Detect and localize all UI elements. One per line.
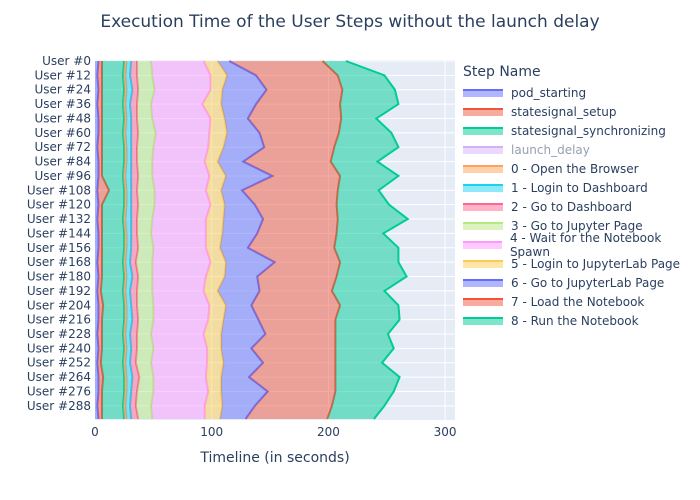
legend-swatch-icon bbox=[463, 183, 503, 192]
y-tick-label: User #12 bbox=[35, 68, 92, 82]
y-tick-label: User #204 bbox=[27, 298, 91, 312]
y-tick-label: User #24 bbox=[35, 83, 92, 97]
legend-swatch-icon bbox=[463, 202, 503, 211]
legend-label: 1 - Login to Dashboard bbox=[511, 180, 648, 195]
legend-label: 6 - Go to JupyterLab Page bbox=[511, 275, 665, 290]
legend-title: Step Name bbox=[463, 64, 541, 80]
legend-swatch-icon bbox=[463, 221, 503, 230]
legend-label: 8 - Run the Notebook bbox=[511, 313, 639, 328]
legend-label: 7 - Load the Notebook bbox=[511, 294, 645, 309]
y-tick-label: User #252 bbox=[27, 356, 91, 370]
legend-label: 4 - Wait for the Notebook Spawn bbox=[509, 230, 662, 259]
legend-swatch-icon bbox=[463, 240, 502, 249]
legend-swatch-icon bbox=[463, 126, 503, 135]
legend-label: statesignal_synchronizing bbox=[511, 123, 666, 138]
legend-label: statesignal_setup bbox=[511, 104, 617, 119]
y-tick-label: User #48 bbox=[35, 111, 92, 125]
y-tick-label: User #108 bbox=[27, 183, 91, 197]
legend-swatch-icon bbox=[463, 88, 503, 97]
legend-item[interactable]: 4 - Wait for the Notebook Spawn bbox=[463, 231, 700, 259]
legend-item[interactable]: 6 - Go to JupyterLab Page bbox=[463, 273, 700, 292]
y-tick-label: User #216 bbox=[27, 313, 91, 327]
legend-label: 0 - Open the Browser bbox=[511, 161, 639, 176]
y-tick-label: User #60 bbox=[35, 126, 92, 140]
y-tick-label: User #72 bbox=[35, 140, 92, 154]
x-tick-label: 0 bbox=[91, 425, 99, 439]
y-tick-label: User #120 bbox=[27, 198, 91, 212]
legend-item[interactable]: launch_delay bbox=[463, 140, 700, 159]
x-tick-label: 300 bbox=[434, 425, 457, 439]
y-tick-label: User #144 bbox=[27, 226, 91, 240]
y-tick-label: User #36 bbox=[35, 97, 92, 111]
y-tick-label: User #264 bbox=[27, 370, 91, 384]
x-axis-label: Timeline (in seconds) bbox=[199, 450, 349, 466]
y-tick-label: User #180 bbox=[27, 270, 91, 284]
legend-label: launch_delay bbox=[511, 142, 590, 157]
y-tick-label: User #156 bbox=[27, 241, 91, 255]
legend-swatch-icon bbox=[463, 297, 503, 306]
legend-swatch-icon bbox=[463, 259, 503, 268]
y-tick-label: User #96 bbox=[35, 169, 92, 183]
legend-item[interactable]: 8 - Run the Notebook bbox=[463, 311, 700, 330]
y-tick-label: User #84 bbox=[35, 155, 92, 169]
area-8-run-the-notebook[interactable] bbox=[322, 61, 408, 419]
area-5-login-to-jupyterlab-page[interactable] bbox=[202, 61, 227, 419]
legend-item[interactable]: 3 - Go to Jupyter Page bbox=[463, 216, 700, 235]
legend-item[interactable]: statesignal_setup bbox=[463, 102, 700, 121]
legend-item[interactable]: 0 - Open the Browser bbox=[463, 159, 700, 178]
area-3-go-to-jupyter-page[interactable] bbox=[135, 61, 156, 419]
y-tick-label: User #192 bbox=[27, 284, 91, 298]
y-tick-label: User #288 bbox=[27, 399, 91, 413]
y-tick-label: User #0 bbox=[42, 54, 91, 68]
chart-title: Execution Time of the User Steps without… bbox=[100, 12, 600, 32]
legend-label: pod_starting bbox=[511, 85, 587, 100]
legend-label: 5 - Login to JupyterLab Page bbox=[511, 256, 681, 271]
legend-swatch-icon bbox=[463, 278, 503, 287]
y-tick-label: User #132 bbox=[27, 212, 91, 226]
legend-item[interactable]: pod_starting bbox=[463, 83, 700, 102]
y-tick-label: User #228 bbox=[27, 327, 91, 341]
legend-swatch-icon bbox=[463, 164, 503, 173]
area-statesignal-synchronizing[interactable] bbox=[100, 61, 125, 419]
area-4-wait-for-the-notebook-spawn[interactable] bbox=[151, 61, 211, 419]
line-8-run-the-notebook[interactable] bbox=[345, 60, 410, 420]
legend-item[interactable]: 2 - Go to Dashboard bbox=[463, 197, 700, 216]
y-tick-label: User #168 bbox=[27, 255, 91, 269]
area-6-go-to-jupyterlab-page[interactable] bbox=[217, 61, 275, 419]
x-tick-label: 200 bbox=[317, 425, 340, 439]
x-tick-label: 100 bbox=[200, 425, 223, 439]
legend-swatch-icon bbox=[463, 316, 503, 325]
y-tick-label: User #276 bbox=[27, 384, 91, 398]
legend-item[interactable]: 7 - Load the Notebook bbox=[463, 292, 700, 311]
legend-label: 3 - Go to Jupyter Page bbox=[511, 218, 643, 233]
legend-item[interactable]: 1 - Login to Dashboard bbox=[463, 178, 700, 197]
legend-swatch-icon bbox=[463, 145, 503, 154]
y-tick-label: User #240 bbox=[27, 341, 91, 355]
legend-item[interactable]: statesignal_synchronizing bbox=[463, 121, 700, 140]
area-statesignal-setup[interactable] bbox=[97, 61, 110, 419]
legend-swatch-icon bbox=[463, 107, 503, 116]
area-7-load-the-notebook[interactable] bbox=[229, 61, 343, 419]
legend-label: 2 - Go to Dashboard bbox=[511, 199, 633, 214]
legend-item[interactable]: 5 - Login to JupyterLab Page bbox=[463, 254, 700, 273]
